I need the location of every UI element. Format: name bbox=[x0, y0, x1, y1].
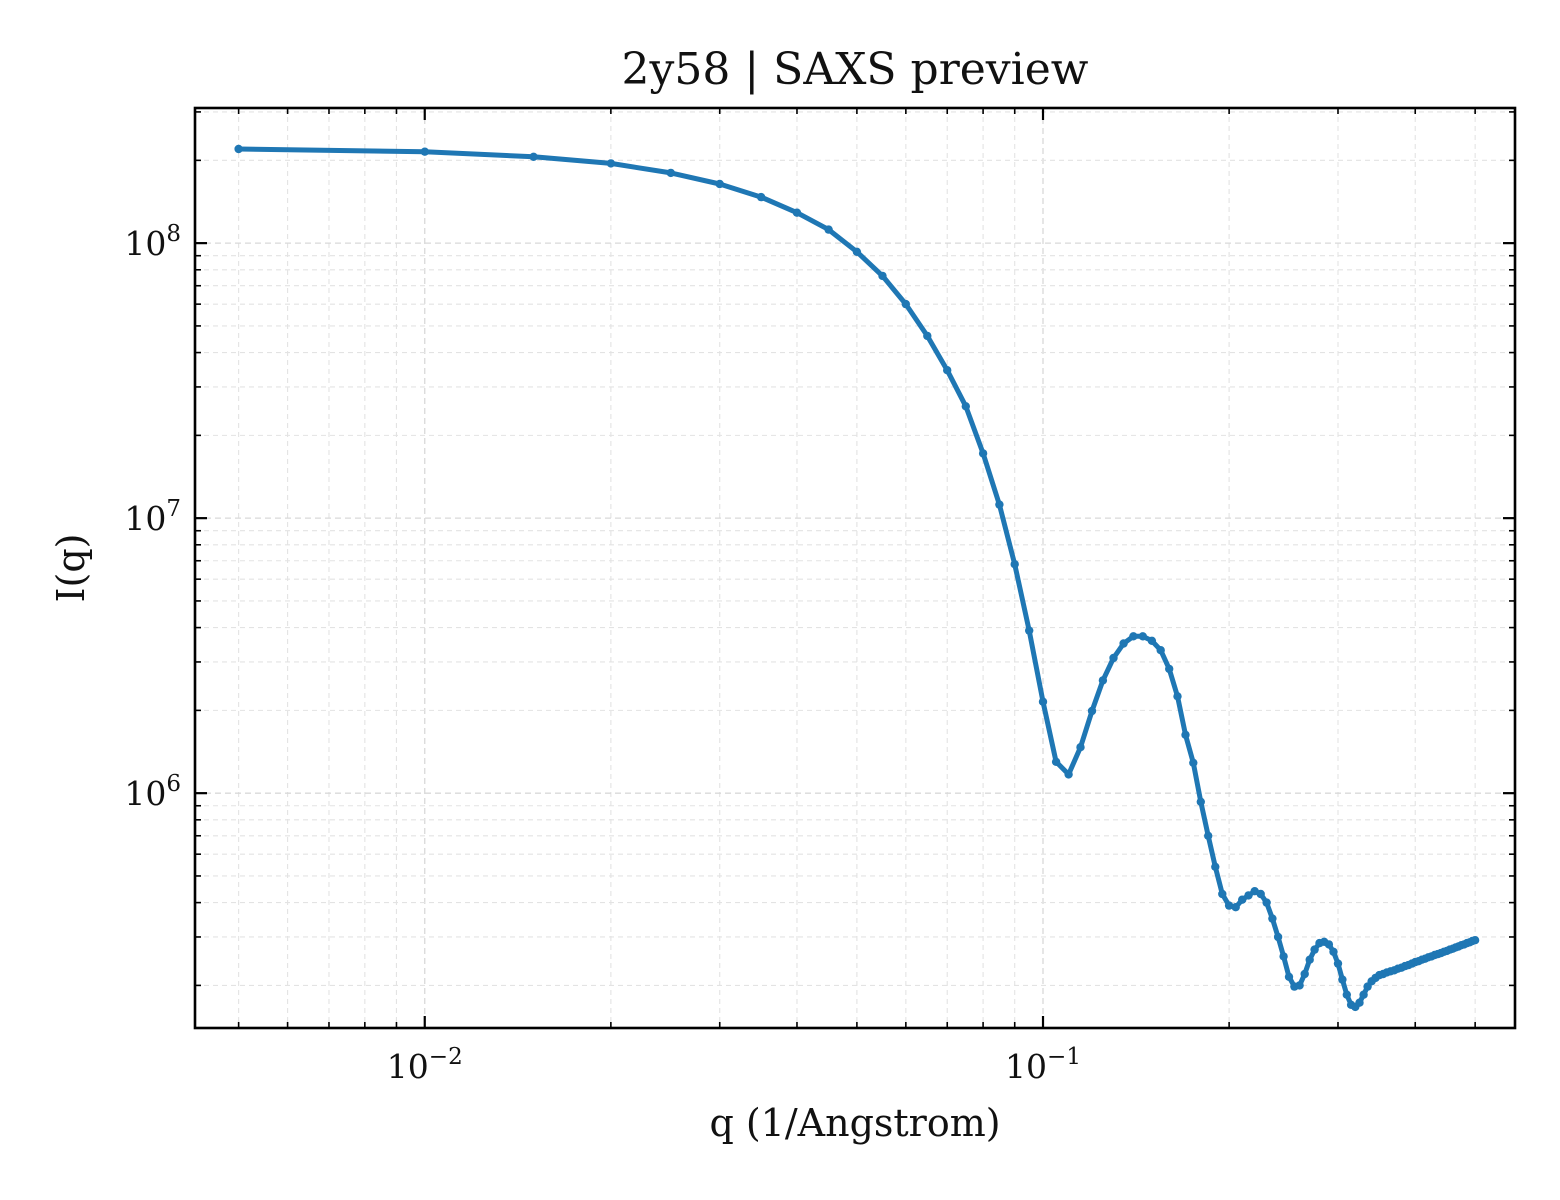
y-tick-label: 107 bbox=[124, 496, 181, 538]
grid bbox=[195, 108, 1515, 1028]
data-point bbox=[1295, 981, 1304, 990]
data-point bbox=[1138, 632, 1148, 641]
x-tick-label: 10−2 bbox=[387, 1044, 463, 1086]
data-point bbox=[961, 402, 970, 411]
data-point bbox=[1359, 990, 1368, 999]
data-point bbox=[1196, 797, 1206, 806]
y-tick-label: 108 bbox=[124, 221, 181, 263]
data-point bbox=[1342, 990, 1352, 999]
data-point bbox=[943, 366, 952, 375]
data-point bbox=[1156, 646, 1165, 655]
data-point bbox=[923, 331, 932, 341]
data-point bbox=[756, 192, 766, 202]
data-point bbox=[1064, 770, 1073, 779]
data-point bbox=[1165, 664, 1174, 674]
data-point bbox=[995, 500, 1004, 509]
data-point bbox=[1338, 975, 1347, 984]
data-point bbox=[1129, 632, 1138, 641]
data-point bbox=[1224, 901, 1234, 910]
data-point bbox=[878, 271, 887, 281]
data-point bbox=[1279, 952, 1288, 961]
data-point bbox=[1333, 959, 1343, 968]
data-point bbox=[1204, 831, 1213, 840]
y-axis-label: I(q) bbox=[49, 534, 93, 603]
data-point bbox=[606, 159, 616, 168]
data-point bbox=[1244, 891, 1253, 900]
data-point bbox=[1038, 697, 1048, 706]
data-point bbox=[1262, 898, 1271, 907]
data-point bbox=[1284, 972, 1294, 981]
data-point bbox=[1211, 862, 1220, 871]
data-point bbox=[1109, 653, 1118, 663]
data-point bbox=[1076, 743, 1085, 752]
data-point bbox=[1218, 889, 1227, 899]
data-point bbox=[1119, 639, 1128, 648]
x-axis-label: q (1/Angstrom) bbox=[709, 1101, 1000, 1145]
data-point bbox=[1051, 757, 1061, 766]
data-series bbox=[234, 144, 1480, 1012]
data-point bbox=[234, 144, 243, 154]
data-point bbox=[1231, 903, 1240, 912]
data-point bbox=[1470, 936, 1480, 945]
data-point bbox=[420, 147, 429, 156]
data-point bbox=[901, 299, 910, 309]
data-point bbox=[1147, 636, 1157, 645]
data-point bbox=[824, 225, 833, 234]
data-point bbox=[1173, 692, 1182, 701]
plot-frame bbox=[193, 106, 1517, 1030]
data-point bbox=[1324, 940, 1334, 949]
data-point bbox=[1268, 914, 1277, 923]
data-point bbox=[1310, 945, 1319, 954]
data-point bbox=[852, 247, 862, 256]
data-point bbox=[1098, 676, 1108, 685]
chart-title: 2y58 | SAXS preview bbox=[622, 44, 1089, 95]
data-point bbox=[666, 168, 675, 178]
axis-ticks: 10−2 10−1 106 107 108 bbox=[124, 108, 1515, 1086]
data-point bbox=[1087, 706, 1097, 716]
data-point bbox=[1305, 955, 1314, 964]
data-point bbox=[1025, 626, 1034, 635]
data-point bbox=[1355, 998, 1364, 1007]
data-point bbox=[978, 449, 988, 458]
x-tick-label: 10−1 bbox=[1005, 1044, 1081, 1086]
y-tick-label: 106 bbox=[124, 771, 181, 813]
data-point bbox=[1329, 947, 1338, 956]
data-point bbox=[792, 208, 802, 217]
data-point bbox=[1181, 730, 1190, 739]
data-point bbox=[1256, 889, 1265, 899]
data-point bbox=[1238, 895, 1247, 904]
data-point bbox=[1010, 560, 1019, 569]
data-point bbox=[715, 179, 724, 189]
data-point bbox=[529, 152, 538, 161]
data-point bbox=[1273, 932, 1283, 942]
data-point bbox=[1189, 758, 1198, 767]
data-point bbox=[1300, 969, 1309, 979]
